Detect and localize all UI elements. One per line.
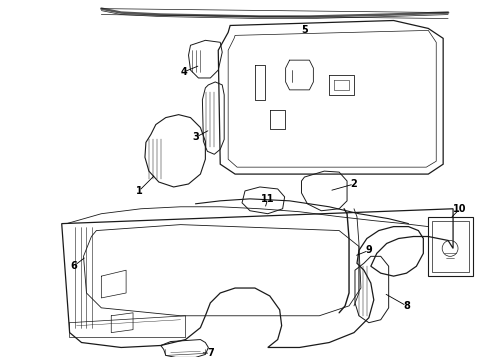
Text: 8: 8 [403,301,410,311]
Text: 3: 3 [192,132,199,143]
Text: 4: 4 [180,67,187,77]
Text: 5: 5 [301,26,308,35]
Text: 1: 1 [136,186,143,196]
Text: 9: 9 [366,246,372,255]
Text: 10: 10 [453,204,467,214]
Text: 7: 7 [207,348,214,359]
Text: 6: 6 [70,261,77,271]
Text: 11: 11 [261,194,274,204]
Text: 2: 2 [351,179,357,189]
